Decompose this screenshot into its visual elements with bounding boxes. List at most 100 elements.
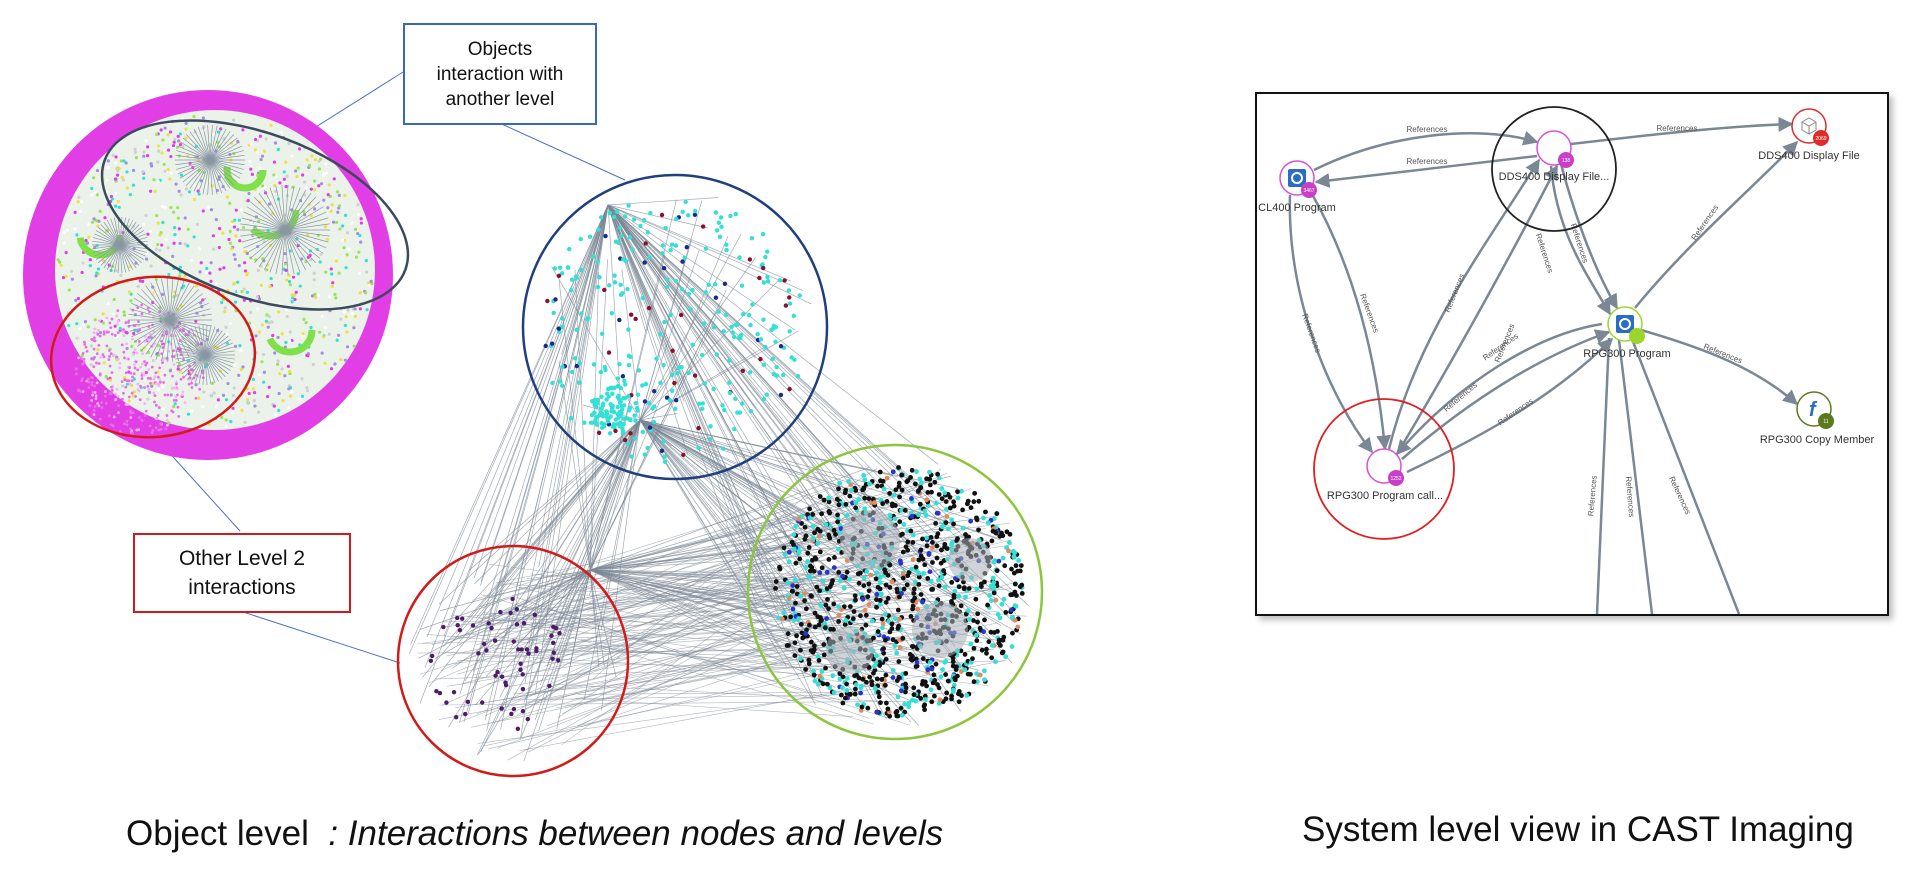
node-dds-display-file[interactable]: 2069 DDS400 Display File xyxy=(1758,108,1860,162)
network-node xyxy=(518,661,523,666)
network-node xyxy=(661,266,667,271)
network-node xyxy=(267,321,271,325)
network-edge xyxy=(577,698,854,717)
network-edge xyxy=(447,489,829,644)
network-node xyxy=(962,667,968,673)
network-node xyxy=(178,142,183,147)
network-node xyxy=(238,344,242,348)
network-node xyxy=(131,411,135,415)
network-node xyxy=(220,415,224,420)
network-node xyxy=(792,577,798,583)
network-node xyxy=(87,380,91,384)
network-node xyxy=(364,259,368,263)
network-node xyxy=(334,259,339,263)
node-cl400[interactable]: 3467 CL400 Program xyxy=(1258,160,1336,214)
network-node xyxy=(239,349,243,353)
network-node xyxy=(247,391,251,396)
network-node xyxy=(109,352,113,356)
network-node xyxy=(646,305,652,311)
network-node xyxy=(95,381,99,385)
network-node xyxy=(895,694,901,700)
network-node xyxy=(927,659,933,665)
network-node xyxy=(560,364,565,369)
network-node xyxy=(359,221,364,225)
network-node xyxy=(702,381,707,386)
network-node xyxy=(125,346,129,351)
network-edge xyxy=(607,204,759,585)
network-node xyxy=(934,534,940,540)
network-edge xyxy=(119,244,145,260)
node-rpg300-copy-member[interactable]: f 11 RPG300 Copy Member xyxy=(1760,391,1875,446)
network-node xyxy=(808,639,814,645)
network-node xyxy=(232,281,237,286)
network-node xyxy=(237,373,241,377)
network-node xyxy=(833,532,838,537)
network-edge xyxy=(209,128,227,161)
network-edge xyxy=(493,419,641,653)
network-node xyxy=(511,706,517,712)
network-node xyxy=(758,356,763,362)
reference-edge xyxy=(1634,140,1799,309)
network-node xyxy=(720,446,726,451)
network-edge xyxy=(530,629,777,696)
network-node xyxy=(85,349,89,353)
node-dds-display-file-hub[interactable]: 138 DDS400 Display File... xyxy=(1499,130,1610,183)
caption-object-level: Object level : Interactions between node… xyxy=(126,814,943,854)
network-node xyxy=(582,420,587,425)
network-node xyxy=(872,500,877,506)
network-node xyxy=(831,690,837,695)
network-node xyxy=(62,241,67,245)
network-node xyxy=(716,309,721,314)
network-edge xyxy=(204,354,231,371)
network-node xyxy=(94,397,98,400)
node-rpg300-program[interactable]: RPG300 Program xyxy=(1583,306,1671,360)
network-node xyxy=(96,328,100,332)
network-node xyxy=(120,380,124,383)
network-node xyxy=(130,344,134,349)
network-node xyxy=(778,344,784,349)
network-node xyxy=(790,606,796,612)
network-node xyxy=(622,437,628,443)
network-node xyxy=(231,411,235,415)
network-edge xyxy=(483,668,842,747)
network-edge xyxy=(284,196,316,231)
network-node xyxy=(986,639,992,645)
network-edge xyxy=(284,229,307,271)
network-edge xyxy=(473,539,1012,676)
network-node xyxy=(532,612,537,618)
network-node xyxy=(120,175,124,180)
network-node xyxy=(1010,548,1016,554)
network-node xyxy=(241,225,246,230)
network-node xyxy=(93,336,96,340)
network-edge xyxy=(240,223,286,231)
network-node xyxy=(729,324,734,329)
network-edge xyxy=(169,297,207,321)
highlight-circle-green xyxy=(746,443,1044,741)
network-node xyxy=(358,307,362,311)
network-edge xyxy=(137,293,171,321)
network-node xyxy=(357,250,361,254)
network-node xyxy=(337,271,341,275)
network-node xyxy=(90,383,94,387)
network-node xyxy=(890,668,896,673)
network-node xyxy=(887,491,893,496)
network-node xyxy=(819,565,825,571)
network-node xyxy=(277,310,281,314)
network-node xyxy=(625,441,631,446)
network-node xyxy=(364,291,368,295)
network-node xyxy=(184,136,188,140)
network-node xyxy=(305,389,310,393)
network-node xyxy=(971,679,977,685)
node-rpg300-program-call[interactable]: 1252 RPG300 Program call... xyxy=(1327,448,1443,502)
network-node xyxy=(91,390,95,394)
network-edge xyxy=(202,325,206,356)
network-node xyxy=(820,578,826,584)
network-node xyxy=(899,712,905,718)
network-node xyxy=(880,621,886,627)
network-node xyxy=(94,274,98,278)
network-edge xyxy=(128,319,171,327)
network-node xyxy=(893,487,899,493)
network-node xyxy=(727,358,732,363)
network-node xyxy=(228,321,233,325)
network-node xyxy=(626,394,631,399)
